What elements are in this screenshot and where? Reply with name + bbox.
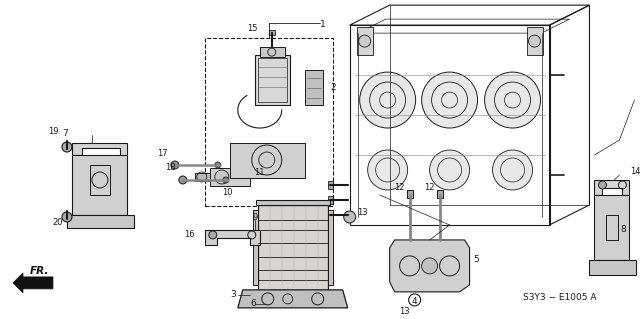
Polygon shape bbox=[195, 173, 210, 181]
Bar bbox=[255, 55, 290, 105]
Text: FR.: FR. bbox=[30, 266, 50, 276]
Text: 14: 14 bbox=[630, 167, 640, 176]
Polygon shape bbox=[13, 273, 53, 293]
Text: 16: 16 bbox=[184, 230, 195, 240]
Bar bbox=[230, 143, 305, 178]
Polygon shape bbox=[258, 205, 328, 290]
Text: 8: 8 bbox=[621, 226, 627, 234]
Bar bbox=[328, 196, 333, 204]
Text: 3: 3 bbox=[230, 290, 236, 299]
Polygon shape bbox=[72, 143, 127, 155]
Text: 5: 5 bbox=[474, 256, 479, 264]
Bar bbox=[607, 215, 618, 240]
Text: 12: 12 bbox=[424, 183, 435, 192]
Circle shape bbox=[493, 150, 532, 190]
Bar bbox=[205, 38, 333, 206]
Text: 9: 9 bbox=[252, 213, 257, 222]
Polygon shape bbox=[72, 155, 127, 215]
Text: 4: 4 bbox=[412, 297, 417, 306]
Polygon shape bbox=[595, 180, 629, 195]
Text: 15: 15 bbox=[248, 24, 258, 33]
Text: 18: 18 bbox=[166, 164, 176, 173]
Polygon shape bbox=[253, 210, 258, 285]
Circle shape bbox=[344, 211, 356, 223]
Polygon shape bbox=[256, 200, 330, 205]
Polygon shape bbox=[328, 210, 333, 285]
Text: 11: 11 bbox=[255, 168, 265, 177]
Circle shape bbox=[429, 150, 470, 190]
Text: 13: 13 bbox=[357, 208, 368, 218]
Bar bbox=[406, 190, 413, 198]
Bar bbox=[328, 181, 333, 189]
Text: 12: 12 bbox=[394, 183, 405, 192]
Bar bbox=[90, 165, 110, 195]
Circle shape bbox=[367, 150, 408, 190]
Text: 7: 7 bbox=[62, 129, 68, 137]
Circle shape bbox=[209, 231, 217, 239]
Text: 10: 10 bbox=[223, 189, 233, 197]
Polygon shape bbox=[589, 260, 636, 275]
Bar bbox=[269, 30, 275, 35]
Text: S3Y3 − E1005 A: S3Y3 − E1005 A bbox=[523, 293, 596, 302]
Bar bbox=[260, 47, 285, 57]
Circle shape bbox=[422, 258, 438, 274]
Circle shape bbox=[215, 170, 228, 184]
Bar bbox=[527, 27, 543, 55]
Polygon shape bbox=[205, 230, 260, 245]
Polygon shape bbox=[238, 290, 348, 308]
Polygon shape bbox=[67, 215, 134, 228]
Text: 19: 19 bbox=[48, 127, 58, 136]
Circle shape bbox=[62, 212, 72, 222]
Text: 1: 1 bbox=[320, 20, 326, 29]
Circle shape bbox=[360, 72, 415, 128]
Circle shape bbox=[484, 72, 541, 128]
Circle shape bbox=[422, 72, 477, 128]
Circle shape bbox=[598, 181, 607, 189]
Circle shape bbox=[171, 161, 179, 169]
Bar bbox=[210, 168, 250, 186]
Circle shape bbox=[62, 142, 72, 152]
Text: 2: 2 bbox=[330, 83, 335, 92]
Text: 13: 13 bbox=[399, 308, 410, 316]
Bar bbox=[436, 190, 443, 198]
Circle shape bbox=[179, 176, 187, 184]
Polygon shape bbox=[595, 195, 629, 260]
Bar bbox=[258, 58, 287, 102]
Circle shape bbox=[215, 162, 221, 168]
Circle shape bbox=[223, 177, 228, 183]
Bar bbox=[328, 211, 333, 219]
Polygon shape bbox=[390, 240, 470, 292]
Circle shape bbox=[358, 35, 371, 47]
Text: 17: 17 bbox=[157, 149, 168, 158]
Text: 20: 20 bbox=[52, 219, 63, 227]
Circle shape bbox=[529, 35, 541, 47]
Bar bbox=[356, 27, 372, 55]
Bar bbox=[305, 70, 323, 105]
Text: 6: 6 bbox=[250, 299, 255, 308]
